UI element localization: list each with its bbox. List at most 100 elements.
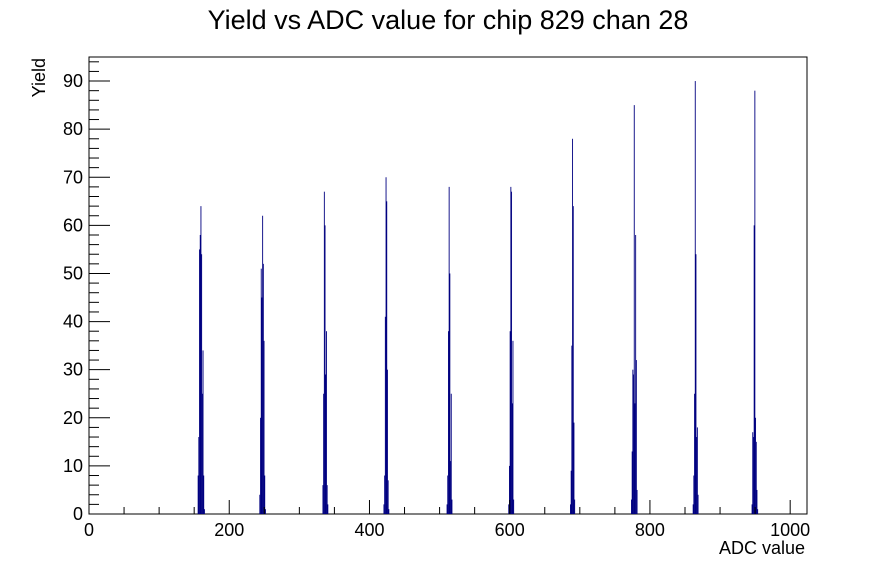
histogram-bin: [197, 475, 199, 514]
histogram-bin: [325, 374, 327, 514]
histogram-bin: [633, 374, 635, 514]
histogram-bin: [753, 225, 755, 514]
histogram-bin: [692, 504, 694, 514]
histogram-bin: [447, 475, 449, 514]
histogram-bin: [755, 417, 757, 514]
histogram-bin: [757, 509, 759, 514]
histogram-bin: [450, 393, 452, 514]
histogram-bin: [694, 393, 696, 514]
histogram-bin: [203, 509, 205, 514]
x-tick-label: 600: [495, 520, 525, 540]
histogram-bin: [199, 234, 201, 515]
histogram-bin: [387, 369, 388, 514]
histogram-bin: [388, 509, 390, 514]
histogram-bin: [508, 504, 510, 514]
histogram-bin: [448, 331, 449, 514]
histogram-bin: [509, 465, 510, 514]
histogram-bin: [634, 403, 636, 514]
histogram-bin: [202, 350, 204, 514]
y-tick-label: 30: [63, 360, 83, 380]
histogram-bin: [260, 268, 262, 514]
y-tick-label: 20: [63, 408, 83, 428]
histogram-bin: [198, 437, 200, 514]
histogram-bin: [386, 201, 388, 514]
histogram-bin: [570, 470, 572, 514]
histogram-bin: [513, 499, 515, 514]
x-tick-label: 1000: [770, 520, 810, 540]
histogram-bin: [636, 489, 638, 514]
histogram-bin: [263, 340, 265, 514]
histogram-bin: [384, 475, 386, 514]
histogram-bin: [259, 494, 261, 514]
histogram-bars: [197, 81, 759, 515]
y-tick-label: 10: [63, 456, 83, 476]
histogram-bin: [694, 81, 696, 515]
histogram-bin: [511, 403, 513, 514]
histogram-bin: [754, 90, 756, 515]
x-tick-label: 200: [214, 520, 244, 540]
histogram-bin: [571, 345, 573, 514]
histogram-bin: [262, 263, 264, 514]
y-tick-label: 0: [73, 504, 83, 524]
histogram-bin: [753, 437, 754, 514]
histogram-bin: [755, 441, 757, 514]
histogram-bin: [387, 480, 389, 514]
histogram-bin: [697, 494, 699, 514]
histogram-bin: [449, 273, 451, 514]
histogram-bin: [632, 369, 634, 514]
histogram-bin: [696, 427, 698, 514]
x-tick-label: 0: [84, 520, 94, 540]
histogram-bin: [200, 206, 202, 514]
histogram-bin: [631, 451, 633, 514]
histogram-bin: [199, 249, 200, 515]
histogram-bin: [451, 499, 453, 514]
x-axis: 0 200 400 600 800 1000: [84, 500, 810, 540]
y-tick-label: 80: [63, 119, 83, 139]
histogram-bin: [570, 504, 571, 514]
histogram-bin: [323, 393, 325, 514]
x-axis-label: ADC value: [719, 538, 805, 558]
y-tick-label: 90: [63, 71, 83, 91]
histogram-bin: [262, 215, 264, 514]
histogram-bin: [326, 331, 327, 514]
y-tick-label: 70: [63, 167, 83, 187]
y-tick-label: 60: [63, 215, 83, 235]
histogram-bin: [574, 499, 576, 514]
histogram-bin: [446, 504, 448, 514]
histogram-bin: [635, 360, 637, 514]
y-axis-label: Yield: [29, 58, 49, 97]
histogram-bin: [512, 340, 514, 514]
x-tick-label: 800: [635, 520, 665, 540]
histogram-bin: [264, 475, 266, 514]
chart-title: Yield vs ADC value for chip 829 chan 28: [208, 5, 689, 35]
histogram-bin: [756, 489, 758, 514]
histogram-bin: [635, 234, 637, 515]
histogram-bin: [264, 509, 266, 514]
histogram-bin: [383, 504, 385, 514]
histogram-bin: [201, 393, 203, 514]
histogram-bin: [203, 475, 205, 514]
y-tick-label: 40: [63, 312, 83, 332]
y-tick-label: 50: [63, 263, 83, 283]
histogram-bin: [260, 417, 261, 514]
histogram-bin: [696, 437, 698, 514]
histogram-bin: [695, 254, 697, 515]
histogram-bin: [324, 225, 326, 514]
histogram-bin: [751, 504, 753, 514]
histogram-bin: [261, 297, 263, 514]
y-axis: 0 10 20 30 40 50 60 70 80 90: [63, 61, 110, 524]
histogram-bin: [573, 422, 575, 514]
x-tick-label: 400: [354, 520, 384, 540]
histogram-bin: [322, 485, 324, 514]
histogram-bin: [511, 191, 513, 514]
histogram-bin: [323, 191, 325, 514]
histogram-bin: [510, 186, 512, 514]
histogram-bin: [509, 331, 511, 514]
histogram-bin: [385, 177, 387, 514]
histogram-bin: [201, 254, 203, 515]
histogram-bin: [572, 138, 574, 514]
histogram-bin: [326, 485, 328, 514]
histogram-bin: [572, 206, 574, 514]
histogram-bin: [752, 432, 754, 514]
